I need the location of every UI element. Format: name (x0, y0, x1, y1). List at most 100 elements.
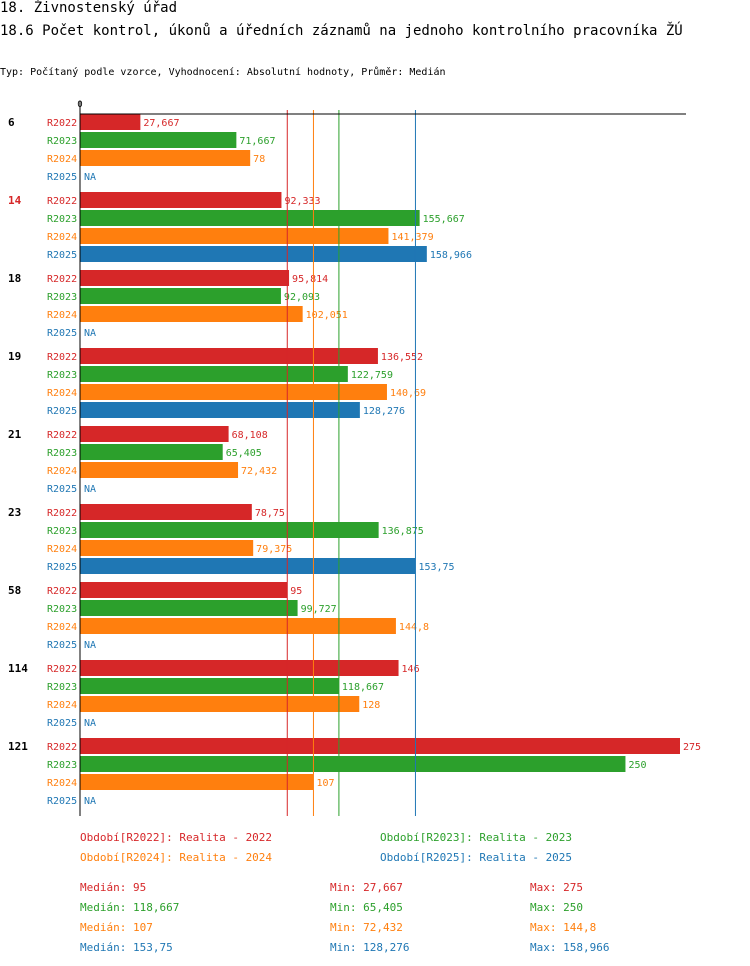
stat-min: Min: 27,667 (330, 881, 403, 894)
group-label: 21 (8, 428, 22, 441)
bar (80, 756, 626, 772)
series-label: R2025 (47, 250, 77, 261)
series-label: R2025 (47, 328, 77, 339)
series-label: R2025 (47, 640, 77, 651)
legend-item: Období[R2023]: Realita - 2023 (380, 831, 573, 844)
chart-description: Typ: Počítaný podle vzorce, Vyhodnocení:… (0, 67, 446, 78)
series-label: R2024 (47, 232, 77, 243)
na-label: NA (84, 640, 96, 651)
na-label: NA (84, 796, 96, 807)
series-label: R2022 (47, 742, 77, 753)
bar (80, 618, 396, 634)
data-label: 65,405 (226, 448, 262, 459)
data-label: 158,966 (430, 250, 472, 261)
data-label: 72,432 (241, 466, 277, 477)
data-label: 146 (402, 664, 420, 675)
data-label: 128 (362, 700, 380, 711)
series-label: R2022 (47, 352, 77, 363)
data-label: 92,093 (284, 292, 320, 303)
chart-title: 18.6 Počet kontrol, úkonů a úředních záz… (0, 23, 683, 39)
series-label: R2023 (47, 760, 77, 771)
bar (80, 774, 314, 790)
data-label: 78 (253, 154, 265, 165)
data-label: 68,108 (232, 430, 268, 441)
series-label: R2024 (47, 544, 77, 555)
bar (80, 288, 281, 304)
bar (80, 150, 251, 166)
legend-item: Období[R2022]: Realita - 2022 (80, 831, 273, 844)
series-label: R2025 (47, 172, 77, 183)
bar (80, 384, 387, 400)
bar (80, 582, 288, 598)
bar (80, 426, 229, 442)
bar (80, 678, 339, 694)
bar (80, 210, 420, 226)
series-label: R2025 (47, 796, 77, 807)
data-label: 275 (683, 742, 701, 753)
series-label: R2023 (47, 292, 77, 303)
data-label: 27,667 (143, 118, 179, 129)
series-label: R2023 (47, 136, 77, 147)
data-label: 95 (290, 586, 302, 597)
stat-min: Min: 65,405 (330, 901, 403, 914)
bar (80, 540, 254, 556)
bar (80, 738, 680, 754)
series-label: R2024 (47, 700, 77, 711)
data-label: 92,333 (284, 196, 320, 207)
data-label: 144,8 (399, 622, 429, 633)
group-label: 114 (8, 662, 28, 675)
bar (80, 348, 378, 364)
legend-item: Období[R2025]: Realita - 2025 (380, 851, 573, 864)
group-label: 6 (8, 116, 15, 129)
bar (80, 246, 427, 262)
data-label: 102,051 (306, 310, 348, 321)
series-label: R2025 (47, 406, 77, 417)
bar (80, 444, 223, 460)
stat-min: Min: 72,432 (330, 921, 403, 934)
data-label: 155,667 (423, 214, 465, 225)
series-label: R2024 (47, 466, 77, 477)
data-label: 95,814 (292, 274, 328, 285)
na-label: NA (84, 172, 96, 183)
series-label: R2025 (47, 484, 77, 495)
series-label: R2023 (47, 526, 77, 537)
bar (80, 522, 379, 538)
legend-item: Období[R2024]: Realita - 2024 (80, 851, 273, 864)
data-label: 71,667 (239, 136, 275, 147)
bar (80, 600, 298, 616)
bar (80, 192, 282, 208)
series-label: R2023 (47, 682, 77, 693)
data-label: 79,375 (256, 544, 292, 555)
series-label: R2023 (47, 370, 77, 381)
stat-median: Medián: 95 (80, 881, 147, 894)
series-label: R2023 (47, 448, 77, 459)
bar (80, 462, 239, 478)
bar (80, 132, 237, 148)
bar (80, 114, 141, 130)
data-label: 136,552 (381, 352, 423, 363)
stat-median: Medián: 118,667 (80, 901, 180, 914)
data-label: 250 (628, 760, 646, 771)
series-label: R2025 (47, 562, 77, 573)
group-label: 23 (8, 506, 21, 519)
bar (80, 504, 252, 520)
stat-max: Max: 250 (530, 901, 583, 914)
series-label: R2022 (47, 118, 77, 129)
series-label: R2022 (47, 586, 77, 597)
stat-max: Max: 275 (530, 881, 583, 894)
bar (80, 402, 360, 418)
na-label: NA (84, 484, 96, 495)
series-label: R2024 (47, 388, 77, 399)
bar (80, 558, 416, 574)
stat-max: Max: 158,966 (530, 941, 610, 954)
data-label: 78,75 (255, 508, 285, 519)
group-label: 19 (8, 350, 21, 363)
bar (80, 660, 399, 676)
group-label: 14 (8, 194, 22, 207)
series-label: R2023 (47, 604, 77, 615)
series-label: R2024 (47, 154, 77, 165)
stat-min: Min: 128,276 (330, 941, 410, 954)
na-label: NA (84, 328, 96, 339)
data-label: 141,379 (391, 232, 433, 243)
